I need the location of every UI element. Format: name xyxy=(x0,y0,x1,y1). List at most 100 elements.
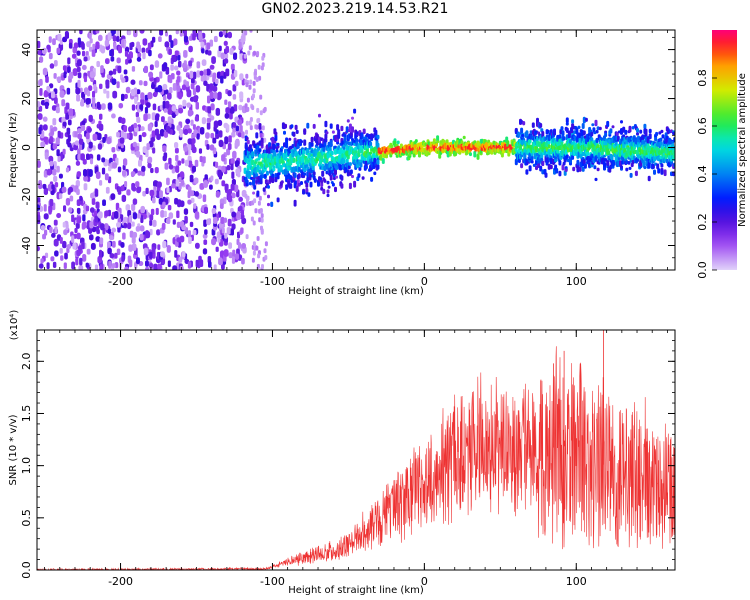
spectrogram-band-cell xyxy=(473,150,477,158)
spectrogram-noise-cell xyxy=(75,257,79,266)
spectrogram-band-cell xyxy=(290,124,294,129)
spectrogram-noise-cell xyxy=(167,204,172,211)
spectrogram-band-cell xyxy=(275,149,279,153)
spectrogram-band-cell xyxy=(583,145,587,151)
spectrogram-noise-cell xyxy=(256,236,260,241)
spectrogram-noise-cell xyxy=(121,194,127,203)
spectrogram-noise-cell xyxy=(189,221,194,228)
spectrogram-noise-cell xyxy=(76,216,82,224)
spectrogram-noise-cell xyxy=(230,183,235,191)
spectrogram-noise-cell xyxy=(215,133,220,140)
spectrogram-noise-cell xyxy=(237,242,242,249)
spectrogram-noise-cell xyxy=(226,165,231,171)
spectrogram-band-cell xyxy=(323,142,327,147)
spectrogram-band-cell xyxy=(591,123,595,127)
spectrogram-noise-cell xyxy=(165,125,171,134)
spectrogram-noise-cell xyxy=(175,179,180,187)
spectrogram-noise-cell xyxy=(130,88,136,97)
spectrogram-noise-cell xyxy=(137,170,142,176)
spectrogram-noise-cell xyxy=(43,90,49,98)
spectrogram-noise-cell xyxy=(258,75,262,81)
spectrogram-noise-cell xyxy=(76,188,80,196)
snr-series-line xyxy=(37,346,675,570)
spectrogram-band-cell xyxy=(351,174,354,179)
spectrogram-noise-cell xyxy=(59,248,63,254)
spectrogram-noise-cell xyxy=(249,79,253,85)
spectrogram-noise-cell xyxy=(207,95,211,104)
spectrogram-band-cell xyxy=(435,143,438,147)
spectrogram-band-cell xyxy=(329,140,333,147)
spectrogram-noise-cell xyxy=(241,131,245,139)
spectrogram-band-cell xyxy=(322,188,326,195)
spectrogram-noise-cell xyxy=(145,260,149,267)
spectrogram-noise-cell xyxy=(177,54,181,61)
spectrogram-noise-cell xyxy=(99,83,103,90)
spectrogram-band-cell xyxy=(554,158,558,163)
spectrogram-band-cell xyxy=(331,182,335,187)
spectrogram-noise-cell xyxy=(220,75,224,84)
spectrogram-noise-cell xyxy=(57,130,61,139)
spectrogram-noise-cell xyxy=(68,108,74,117)
spectrogram-noise-cell xyxy=(145,187,149,195)
spectrogram-noise-cell xyxy=(147,156,153,164)
spectrogram-noise-cell xyxy=(82,159,87,165)
spectrogram-noise-cell xyxy=(189,70,194,79)
colorbar-tick-label: 0.2 xyxy=(696,213,709,231)
spectrogram-band-cell xyxy=(553,129,556,136)
spectrogram-noise-cell xyxy=(96,60,100,68)
spectrogram-noise-cell xyxy=(151,130,156,139)
spectrogram-noise-cell xyxy=(227,195,233,203)
spectrogram-band-cell xyxy=(259,179,263,185)
spectrogram-noise-cell xyxy=(109,253,115,259)
spectrogram-noise-cell xyxy=(54,182,59,188)
spectrogram-band-cell xyxy=(274,176,278,183)
spectrogram-noise-cell xyxy=(139,233,144,241)
spectrogram-noise-cell xyxy=(226,148,231,156)
spectrogram-noise-cell xyxy=(251,257,255,263)
figure-title: GN02.2023.219.14.53.R21 xyxy=(261,1,449,17)
spectrogram-noise-cell xyxy=(132,212,138,220)
spectrogram-noise-cell xyxy=(202,194,207,203)
spectrogram-noise-cell xyxy=(38,182,43,190)
spectrogram-noise-cell xyxy=(183,79,187,86)
spectrogram-band-cell xyxy=(258,148,262,153)
spectrogram-noise-cell xyxy=(176,76,181,83)
spectrogram-band-cell xyxy=(530,156,534,161)
spectrogram-band-cell xyxy=(324,133,328,140)
spectrogram-noise-cell xyxy=(108,235,114,241)
spectrogram-noise-cell xyxy=(161,222,166,231)
spectrogram-band-cell xyxy=(320,182,324,188)
spectrogram-noise-cell xyxy=(145,266,150,270)
spectrogram-noise-cell xyxy=(88,31,92,39)
spectrogram-noise-cell xyxy=(80,99,85,107)
spectrogram-noise-cell xyxy=(207,256,212,264)
spectrogram-noise-cell xyxy=(43,213,49,220)
spectrogram-noise-cell xyxy=(168,164,174,170)
spectrogram-noise-cell xyxy=(131,104,136,111)
spectrogram-noise-cell xyxy=(231,223,236,230)
spectrogram-band-cell xyxy=(262,187,266,192)
spectrogram-noise-cell xyxy=(137,213,141,219)
y-tick-label: 2.0 xyxy=(20,353,33,371)
spectrogram-band-cell xyxy=(255,132,259,139)
spectrogram-noise-cell xyxy=(77,148,81,156)
spectrogram-noise-cell xyxy=(147,92,153,100)
spectrogram-band-cell xyxy=(353,108,357,114)
spectrogram-noise-cell xyxy=(120,117,126,125)
spectrogram-band-cell xyxy=(647,175,651,182)
spectrogram-noise-cell xyxy=(210,175,214,182)
spectrogram-band-cell xyxy=(300,140,303,144)
spectrogram-band-cell xyxy=(660,169,664,174)
spectrogram-band-cell xyxy=(469,152,472,157)
spectrogram-noise-cell xyxy=(149,189,155,197)
spectrogram-band-cell xyxy=(606,120,610,128)
spectrogram-band-cell xyxy=(362,128,366,135)
spectrogram-noise-cell xyxy=(52,143,58,150)
spectrogram-noise-cell xyxy=(215,107,221,116)
spectrogram-noise-cell xyxy=(100,65,104,74)
spectrogram-band-cell xyxy=(582,130,586,136)
spectrogram-noise-cell xyxy=(187,199,192,205)
spectrogram-band-cell xyxy=(289,183,293,189)
spectrogram-noise-cell xyxy=(98,211,103,219)
spectrogram-noise-cell xyxy=(42,116,48,122)
